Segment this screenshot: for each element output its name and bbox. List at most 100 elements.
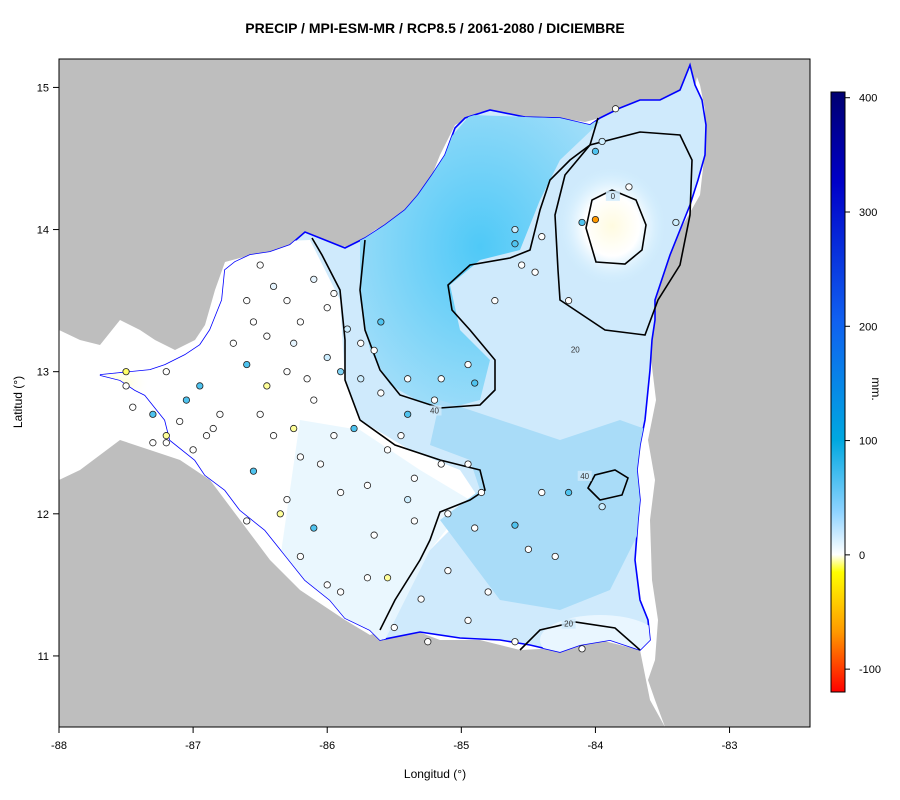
station-marker xyxy=(276,510,284,518)
station-marker xyxy=(290,339,298,347)
station-marker xyxy=(263,332,271,340)
station-marker xyxy=(243,360,251,369)
station-marker xyxy=(196,382,204,390)
station-marker xyxy=(162,368,170,376)
station-marker xyxy=(591,216,600,224)
station-marker xyxy=(216,410,224,418)
y-tick-label: 12 xyxy=(37,509,49,521)
station-marker xyxy=(377,318,385,326)
station-marker xyxy=(256,261,264,269)
station-marker xyxy=(397,432,405,440)
station-marker xyxy=(310,524,318,532)
contour-label-bg xyxy=(568,344,583,355)
station-marker xyxy=(296,453,304,461)
station-marker xyxy=(202,432,211,440)
y-tick-label: 11 xyxy=(38,651,49,663)
station-marker xyxy=(524,545,532,553)
station-marker xyxy=(444,510,452,518)
station-marker xyxy=(323,353,331,362)
station-marker xyxy=(578,645,586,653)
station-marker xyxy=(370,531,378,539)
station-marker xyxy=(357,339,365,347)
y-axis: 11 12 13 14 15 xyxy=(37,82,59,663)
station-marker xyxy=(357,375,365,383)
station-marker xyxy=(343,325,351,333)
station-marker xyxy=(370,346,378,354)
station-marker xyxy=(383,574,392,582)
station-marker xyxy=(283,297,291,305)
station-marker xyxy=(363,574,372,582)
station-marker xyxy=(249,318,258,326)
station-marker xyxy=(538,488,546,497)
contour-label-bg xyxy=(561,618,576,629)
x-tick-label: -84 xyxy=(587,740,603,752)
station-marker xyxy=(424,638,432,646)
station-marker xyxy=(464,460,472,468)
map-title: PRECIP / MPI-ESM-MR / RCP8.5 / 2061-2080… xyxy=(245,20,625,36)
x-tick-label: -87 xyxy=(185,740,201,752)
colorbar-tick-label: 300 xyxy=(859,207,877,219)
station-marker xyxy=(122,368,130,376)
colorbar-tick-label: -100 xyxy=(859,664,881,676)
station-marker xyxy=(437,460,445,468)
x-axis: -88 -87 -86 -85 -84 -83 xyxy=(51,727,737,752)
contour-label: 40 xyxy=(430,406,439,415)
colorbar-tick-label: 100 xyxy=(859,436,877,448)
station-marker xyxy=(316,460,325,468)
x-tick-label: -83 xyxy=(722,740,738,752)
station-marker xyxy=(484,588,492,596)
costa-rica-land xyxy=(59,440,665,727)
station-marker xyxy=(377,389,385,397)
station-marker xyxy=(269,282,278,291)
colorbar xyxy=(830,91,846,693)
station-marker xyxy=(182,396,191,404)
station-marker xyxy=(404,495,412,504)
contour-line xyxy=(554,131,693,336)
station-marker xyxy=(444,567,452,575)
colorbar-axis: -100 0 100 200 300 400 xyxy=(845,93,881,676)
station-marker xyxy=(598,503,606,511)
station-marker xyxy=(337,488,345,497)
station-marker xyxy=(149,439,157,447)
station-marker xyxy=(430,396,439,404)
x-axis-label: Longitud (°) xyxy=(403,767,467,781)
station-marker xyxy=(209,424,217,433)
station-marker xyxy=(330,432,338,440)
station-marker xyxy=(363,481,372,489)
colorbar-tick-label: 200 xyxy=(859,321,877,333)
x-tick-label: -86 xyxy=(319,740,335,752)
station-marker xyxy=(464,360,472,369)
station-marker xyxy=(410,517,418,525)
colorbar-tick-label: 0 xyxy=(859,550,865,562)
station-marker xyxy=(296,552,304,561)
station-marker xyxy=(256,410,264,418)
y-tick-label: 15 xyxy=(37,82,49,94)
station-marker xyxy=(263,382,271,390)
station-marker xyxy=(162,439,170,447)
station-marker xyxy=(337,588,345,596)
contour-line xyxy=(587,469,629,501)
y-tick-label: 13 xyxy=(37,367,49,379)
station-marker xyxy=(591,147,600,155)
station-marker xyxy=(303,375,311,383)
station-marker xyxy=(551,552,559,561)
station-marker xyxy=(404,410,412,418)
station-markers xyxy=(122,105,680,653)
station-marker xyxy=(511,521,519,529)
dry-spot xyxy=(557,166,667,286)
station-marker xyxy=(578,218,586,227)
station-marker xyxy=(296,318,304,326)
station-marker xyxy=(350,424,358,433)
contour-label: 40 xyxy=(580,472,589,481)
station-marker xyxy=(310,396,318,404)
x-tick-label: -85 xyxy=(453,740,469,752)
station-marker xyxy=(531,268,539,276)
station-marker xyxy=(471,524,479,532)
station-marker xyxy=(538,233,546,241)
contour-label: 0 xyxy=(611,192,616,201)
station-marker xyxy=(189,446,197,454)
station-marker xyxy=(249,467,258,475)
station-marker xyxy=(229,339,237,347)
station-marker xyxy=(565,488,573,497)
